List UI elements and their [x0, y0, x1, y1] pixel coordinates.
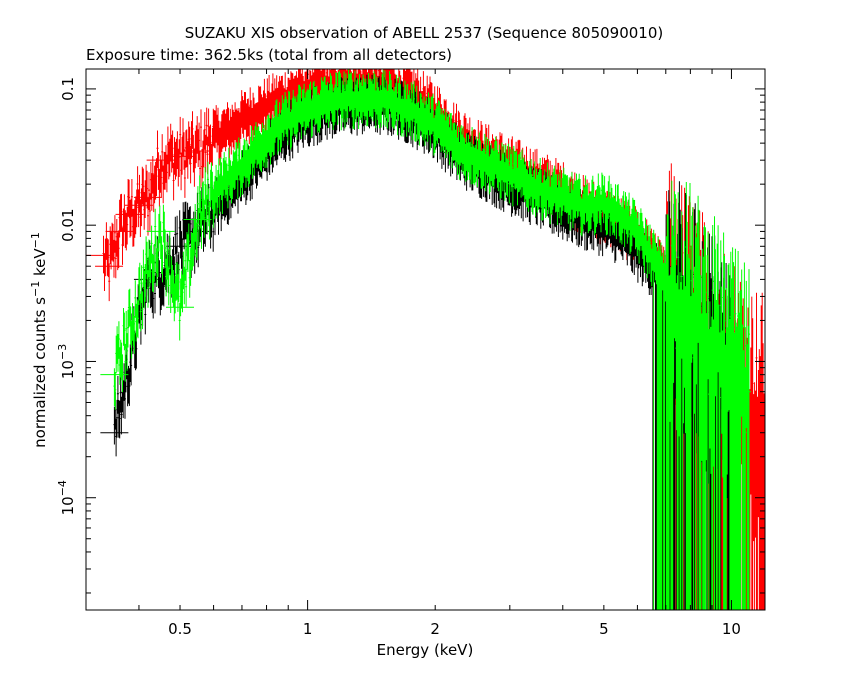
y-tick-label-1: 0.01 — [59, 208, 77, 241]
x-tick-label-1: 1 — [303, 620, 313, 638]
chart-subtitle: Exposure time: 362.5ks (total from all d… — [86, 46, 452, 64]
y-tick-label-3: 10−4 — [56, 480, 77, 515]
ticks-layer — [85, 69, 765, 610]
y-axis-label-main: normalized counts s — [31, 297, 49, 448]
chart-title: SUZAKU XIS observation of ABELL 2537 (Se… — [185, 24, 663, 42]
y-tick-label-text-2: 10−3 — [56, 344, 77, 379]
series-1-errorbars — [113, 74, 733, 610]
y-tick-label-exp-2: −3 — [56, 344, 69, 360]
y-tick-label-text-3: 10−4 — [56, 480, 77, 515]
y-tick-label-exp-3: −4 — [56, 480, 69, 496]
x-axis-label: Energy (keV) — [377, 641, 474, 659]
y-tick-label-base-3: 10 — [59, 496, 77, 515]
series-2 — [100, 69, 751, 610]
y-tick-label-text-0: 0.1 — [59, 77, 77, 101]
y-axis-label-sup1: −1 — [29, 281, 42, 297]
data-layer — [86, 69, 765, 610]
y-axis-label-sup2: −1 — [29, 232, 42, 248]
series-group — [86, 69, 765, 610]
x-tick-label-2: 2 — [430, 620, 440, 638]
x-tick-label-4: 10 — [722, 620, 741, 638]
y-tick-label-base-2: 10 — [59, 360, 77, 379]
y-axis-label-mid: keV — [31, 248, 49, 281]
x-tick-label-0: 0.5 — [168, 620, 192, 638]
x-tick-labels: 0.5 1 2 5 10 — [168, 620, 741, 638]
x-tick-label-3: 5 — [599, 620, 609, 638]
y-tick-label-2: 10−3 — [56, 344, 77, 379]
series-2-errorbars — [113, 69, 750, 610]
y-tick-label-text-1: 0.01 — [59, 208, 77, 241]
y-axis-label: normalized counts s−1 keV−1 — [29, 232, 49, 448]
plot-frame — [85, 68, 766, 611]
y-tick-label-0: 0.1 — [59, 77, 77, 101]
